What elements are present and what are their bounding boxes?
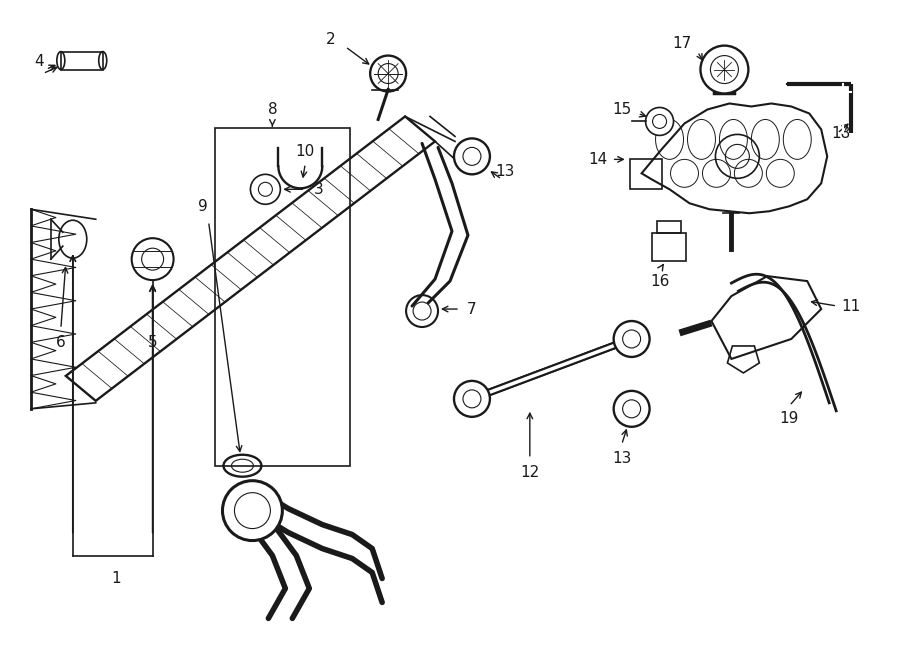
Circle shape: [454, 381, 490, 417]
Text: 17: 17: [672, 36, 691, 51]
Circle shape: [250, 175, 281, 204]
Text: 2: 2: [326, 32, 335, 47]
Text: 19: 19: [779, 411, 799, 426]
Circle shape: [413, 302, 431, 320]
Text: 7: 7: [467, 301, 477, 317]
Circle shape: [222, 481, 283, 541]
Text: 13: 13: [495, 164, 515, 179]
Circle shape: [454, 138, 490, 175]
Circle shape: [645, 108, 673, 136]
Text: 3: 3: [313, 182, 323, 197]
Circle shape: [131, 238, 174, 280]
Circle shape: [614, 391, 650, 427]
Bar: [652, 233, 686, 261]
Circle shape: [614, 321, 650, 357]
Text: 8: 8: [267, 102, 277, 117]
Text: 9: 9: [198, 199, 207, 214]
Circle shape: [700, 46, 749, 93]
Text: 11: 11: [842, 299, 860, 313]
Text: 4: 4: [34, 54, 44, 69]
Text: 16: 16: [650, 274, 670, 289]
Text: 10: 10: [296, 144, 315, 159]
Text: 6: 6: [56, 336, 66, 350]
Bar: [657, 221, 680, 233]
Text: 18: 18: [832, 126, 850, 141]
Text: 15: 15: [612, 102, 631, 117]
Text: 13: 13: [612, 451, 631, 466]
Text: 5: 5: [148, 336, 157, 350]
Text: 1: 1: [111, 571, 121, 586]
Text: 14: 14: [588, 152, 608, 167]
Text: 12: 12: [520, 465, 539, 480]
Bar: [215, 128, 350, 466]
